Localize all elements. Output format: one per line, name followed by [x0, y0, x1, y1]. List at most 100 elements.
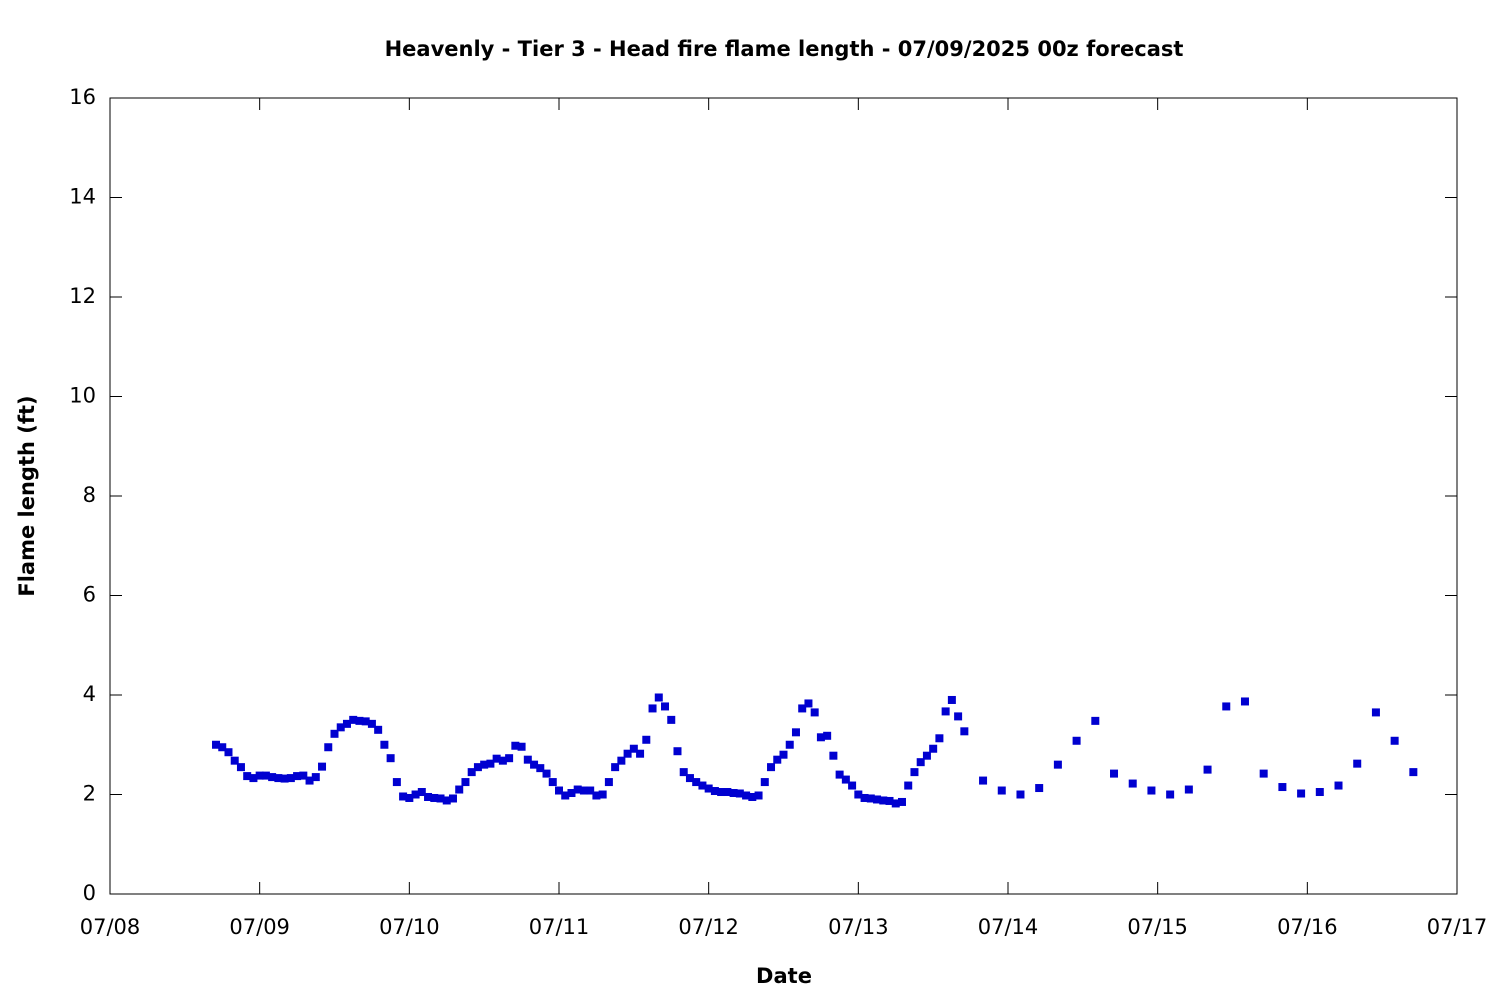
point: [947, 695, 956, 704]
point: [1053, 760, 1062, 769]
point: [523, 755, 532, 764]
point: [461, 778, 470, 787]
y-tick-label: 16: [69, 85, 96, 109]
point: [997, 786, 1006, 795]
point: [848, 781, 857, 790]
point: [754, 791, 763, 800]
point: [311, 773, 320, 782]
point: [1240, 697, 1249, 706]
point: [598, 790, 607, 799]
point: [922, 751, 931, 760]
point: [567, 789, 576, 798]
point: [399, 792, 408, 801]
point: [486, 759, 495, 768]
point: [704, 784, 713, 793]
point: [873, 795, 882, 804]
point: [498, 756, 507, 765]
point: [661, 702, 670, 711]
point: [1390, 736, 1399, 745]
point: [1016, 790, 1025, 799]
point: [480, 760, 489, 769]
point: [742, 791, 751, 800]
x-tick-label: 07/11: [529, 915, 590, 939]
point: [779, 750, 788, 759]
y-tick-label: 8: [83, 483, 96, 507]
y-tick-label: 4: [83, 682, 96, 706]
point: [748, 792, 757, 801]
point: [442, 796, 451, 805]
point: [230, 756, 239, 765]
point: [860, 793, 869, 802]
point: [891, 799, 900, 808]
point: [648, 704, 657, 713]
x-tick-label: 07/12: [678, 915, 739, 939]
point: [904, 781, 913, 790]
point: [623, 749, 632, 758]
point: [324, 743, 333, 752]
point: [1278, 783, 1287, 792]
point: [1297, 789, 1306, 798]
point: [517, 742, 526, 751]
point: [380, 740, 389, 749]
point: [929, 744, 938, 753]
point: [629, 744, 638, 753]
x-tick-label: 07/13: [828, 915, 889, 939]
point: [336, 723, 345, 732]
point: [430, 793, 439, 802]
point: [760, 778, 769, 787]
point: [829, 751, 838, 760]
point: [212, 740, 221, 749]
point: [1128, 779, 1137, 788]
point: [511, 741, 520, 750]
point: [386, 754, 395, 763]
point: [411, 790, 420, 799]
point: [467, 768, 476, 777]
point: [274, 774, 283, 783]
point: [218, 743, 227, 752]
point: [710, 787, 719, 796]
point: [1334, 781, 1343, 790]
point: [1222, 702, 1231, 711]
point: [243, 772, 252, 781]
x-tick-label: 07/14: [978, 915, 1039, 939]
point: [1371, 708, 1380, 717]
point: [1259, 769, 1268, 778]
point: [679, 768, 688, 777]
point: [717, 788, 726, 797]
point: [530, 760, 539, 769]
point: [505, 754, 514, 763]
y-tick-label: 2: [83, 782, 96, 806]
point: [954, 712, 963, 721]
point: [897, 797, 906, 806]
point: [841, 775, 850, 784]
point: [798, 704, 807, 713]
point: [268, 773, 277, 782]
point: [305, 776, 314, 785]
y-tick-label: 6: [83, 583, 96, 607]
point: [854, 790, 863, 799]
point: [1184, 785, 1193, 794]
point: [330, 729, 339, 738]
point: [667, 715, 676, 724]
x-tick-label: 07/10: [379, 915, 440, 939]
point: [555, 786, 563, 795]
point: [236, 763, 245, 772]
chart-title: Heavenly - Tier 3 - Head fire flame leng…: [385, 37, 1184, 61]
point: [548, 778, 557, 787]
point: [573, 785, 582, 794]
point: [1035, 784, 1044, 793]
x-tick-label: 07/15: [1127, 915, 1188, 939]
point: [879, 796, 888, 805]
point: [654, 693, 663, 702]
point: [361, 717, 370, 726]
point: [810, 708, 819, 717]
point: [249, 774, 258, 783]
point: [685, 774, 694, 783]
point: [455, 785, 464, 794]
point: [910, 768, 919, 777]
point: [255, 771, 264, 780]
point: [561, 791, 570, 800]
point: [1315, 788, 1324, 797]
point: [293, 772, 302, 781]
point: [960, 727, 969, 736]
